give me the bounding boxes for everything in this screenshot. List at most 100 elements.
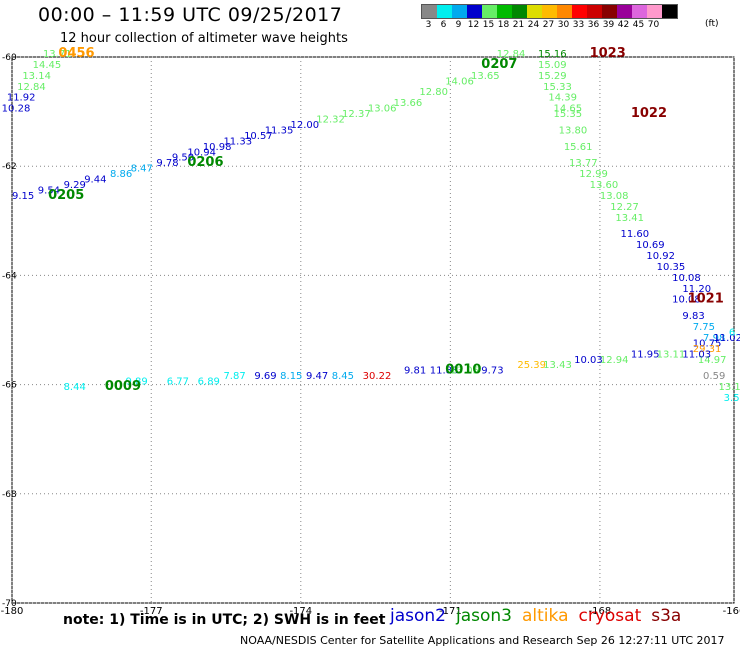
swh-value-label: 30.22 <box>363 371 392 382</box>
swh-value-label: 11.83 <box>430 366 459 377</box>
swh-value-label: 12.94 <box>600 355 629 366</box>
swh-value-label: 10.28 <box>2 104 31 115</box>
x-tick-label: -180 <box>1 606 24 617</box>
swh-value-label: 7.75 <box>693 322 715 333</box>
swh-value-label: 15.29 <box>538 71 567 82</box>
swh-value-label: 6. <box>729 327 739 338</box>
footer-credit: NOAA/NESDIS Center for Satellite Applica… <box>240 634 725 647</box>
swh-value-label: 8.44 <box>64 382 86 393</box>
swh-value-label: 9.29 <box>64 180 86 191</box>
y-tick-label: -68 <box>2 490 17 500</box>
swh-value-label: 10.98 <box>203 142 232 153</box>
swh-value-label: 25.39 <box>517 360 546 371</box>
legend-swatch <box>542 5 557 18</box>
swh-value-label: 7.98 <box>703 333 725 344</box>
swh-value-label: 9.81 <box>404 366 426 377</box>
legend-swatch <box>467 5 482 18</box>
satellite-name: jason2 <box>390 606 446 626</box>
swh-value-label: 12.00 <box>290 120 319 131</box>
legend-swatch <box>602 5 617 18</box>
swh-value-label: 9.69 <box>254 371 276 382</box>
swh-value-label: 10.08 <box>672 295 701 306</box>
time-label: 0206 <box>187 155 223 170</box>
y-tick-label: -60 <box>2 53 17 63</box>
swh-value-label: 14.65 <box>554 104 583 115</box>
plot-frame <box>11 56 735 604</box>
legend-swatch <box>632 5 647 18</box>
swh-value-label: 6.89 <box>198 377 220 388</box>
x-tick-label: -171 <box>439 606 462 617</box>
swh-value-label: 14.45 <box>33 60 62 71</box>
swh-value-label: 10.08 <box>672 273 701 284</box>
swh-value-label: 15.33 <box>543 82 572 93</box>
y-tick-label: -64 <box>2 271 17 281</box>
legend-swatches <box>421 4 678 19</box>
legend-bin-label: 36 <box>587 20 600 30</box>
satellite-legend: jason2 jason3 altika cryosat s3a <box>390 606 691 626</box>
swh-value-label: 12.84 <box>497 49 526 60</box>
swh-value-label: 8.45 <box>332 371 354 382</box>
swh-value-label: 13.71 <box>43 49 72 60</box>
x-tick-label: -168 <box>589 606 612 617</box>
swh-value-label: 9.15 <box>12 191 34 202</box>
swh-value-label: 13.65 <box>471 71 500 82</box>
chart-title: 00:00 – 11:59 UTC 09/25/2017 <box>38 4 343 26</box>
swh-value-label: 13.06 <box>368 104 397 115</box>
swh-value-label: 9.47 <box>306 371 328 382</box>
swh-value-label: 13.08 <box>600 191 629 202</box>
swh-value-label: 13.77 <box>569 158 598 169</box>
legend-bin-labels: 3 6 9 12 15 18 21 24 27 30 33 36 39 42 45 70 <box>421 20 678 30</box>
time-label: 1022 <box>631 106 667 121</box>
legend-swatch <box>512 5 527 18</box>
swh-value-label: 15.61 <box>564 142 593 153</box>
swh-value-label: 11.33 <box>223 136 252 147</box>
legend-bin-label: 21 <box>512 20 525 30</box>
swh-value-label: 11.35 <box>265 125 294 136</box>
swh-value-label: 13.43 <box>543 360 572 371</box>
legend-swatch <box>587 5 602 18</box>
swh-value-label: 14.39 <box>548 93 577 104</box>
y-tick-label: -62 <box>2 162 17 172</box>
swh-value-label: 9.50 <box>172 153 194 164</box>
swh-value-label: 9.44 <box>84 175 106 186</box>
swh-value-label: 8.15 <box>280 371 302 382</box>
swh-value-label: 12.99 <box>579 169 608 180</box>
legend-swatch <box>647 5 662 18</box>
swh-value-label: 29.31 <box>693 344 722 355</box>
swh-value-label: 13.11 <box>657 349 686 360</box>
swh-value-label: 11.02 <box>713 333 740 344</box>
satellite-name: s3a <box>651 606 682 626</box>
y-tick-label: -70 <box>2 599 17 609</box>
note-text: note: 1) Time is in UTC; 2) SWH is in fe… <box>63 612 386 628</box>
legend-bin-label: 27 <box>542 20 555 30</box>
color-legend: 3 6 9 12 15 18 21 24 27 30 33 36 39 42 45 70 (ft) <box>421 4 719 30</box>
legend-swatch <box>497 5 512 18</box>
swh-value-label: 13.80 <box>559 125 588 136</box>
time-label: 0456 <box>58 46 94 61</box>
time-label: 1023 <box>590 46 626 61</box>
swh-value-label: 15.16 <box>538 49 567 60</box>
swh-value-label: 8.86 <box>110 169 132 180</box>
x-tick-label: -174 <box>289 606 312 617</box>
swh-value-label: 11.95 <box>631 349 660 360</box>
swh-value-label: 3.5 <box>724 393 740 404</box>
swh-value-label: 12.80 <box>419 87 448 98</box>
swh-value-label: 12.32 <box>316 115 345 126</box>
y-tick-label: -66 <box>2 381 17 391</box>
swh-value-label: 11.20 <box>682 284 711 295</box>
swh-value-label: 10.75 <box>693 338 722 349</box>
legend-bin-label: 15 <box>482 20 495 30</box>
swh-value-label: 9.54 <box>38 186 60 197</box>
swh-value-label: 11.60 <box>621 229 650 240</box>
legend-swatch <box>617 5 632 18</box>
satellite-name: jason3 <box>456 606 512 626</box>
legend-bin-label: 3 <box>425 20 432 30</box>
legend-bin-label: 6 <box>440 20 447 30</box>
legend-unit: (ft) <box>705 19 719 29</box>
swh-value-label: 10.57 <box>244 131 273 142</box>
legend-bin-label: 70 <box>647 20 660 30</box>
swh-value-label: 8.47 <box>131 164 153 175</box>
swh-value-label: 10.03 <box>574 355 603 366</box>
chart-subtitle: 12 hour collection of altimeter wave hei… <box>60 31 348 46</box>
